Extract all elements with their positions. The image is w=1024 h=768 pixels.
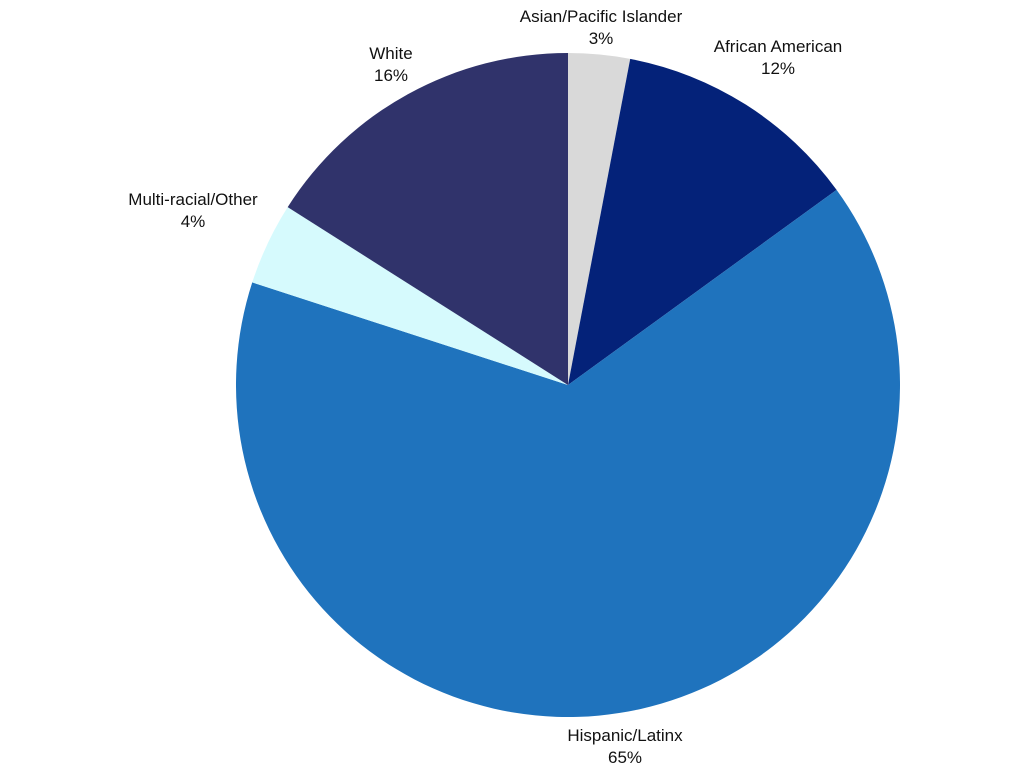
pie-label: Asian/Pacific Islander 3% [520, 7, 683, 48]
pie-label-value: 65% [608, 748, 642, 767]
pie-label-category: Hispanic/Latinx [567, 726, 683, 745]
pie-slice-asian-pacific-islander [568, 53, 631, 385]
pie-label-value: 4% [181, 212, 206, 231]
pie-label-category: Multi-racial/Other [128, 190, 258, 209]
pie-label-value: 16% [374, 66, 408, 85]
pie-slice-hispanic-latinx [235, 189, 900, 718]
pie-label-category: Asian/Pacific Islander [520, 7, 683, 26]
pie-label-category: African American [714, 37, 843, 56]
pie-label: Hispanic/Latinx 65% [567, 726, 683, 767]
pie-slice-white [287, 53, 568, 385]
pie-label: African American 12% [714, 37, 843, 78]
pie-label-value: 3% [589, 29, 614, 48]
pie-label-value: 12% [761, 59, 795, 78]
pie-labels: Asian/Pacific Islander 3% African American… [128, 7, 842, 767]
pie-slices [235, 53, 900, 718]
pie-label: White 16% [369, 44, 412, 85]
pie-slice-african-american [568, 58, 837, 385]
pie-slice-multi-racial-other [252, 207, 568, 385]
pie-label: Multi-racial/Other 4% [128, 190, 258, 231]
pie-label-category: White [369, 44, 412, 63]
